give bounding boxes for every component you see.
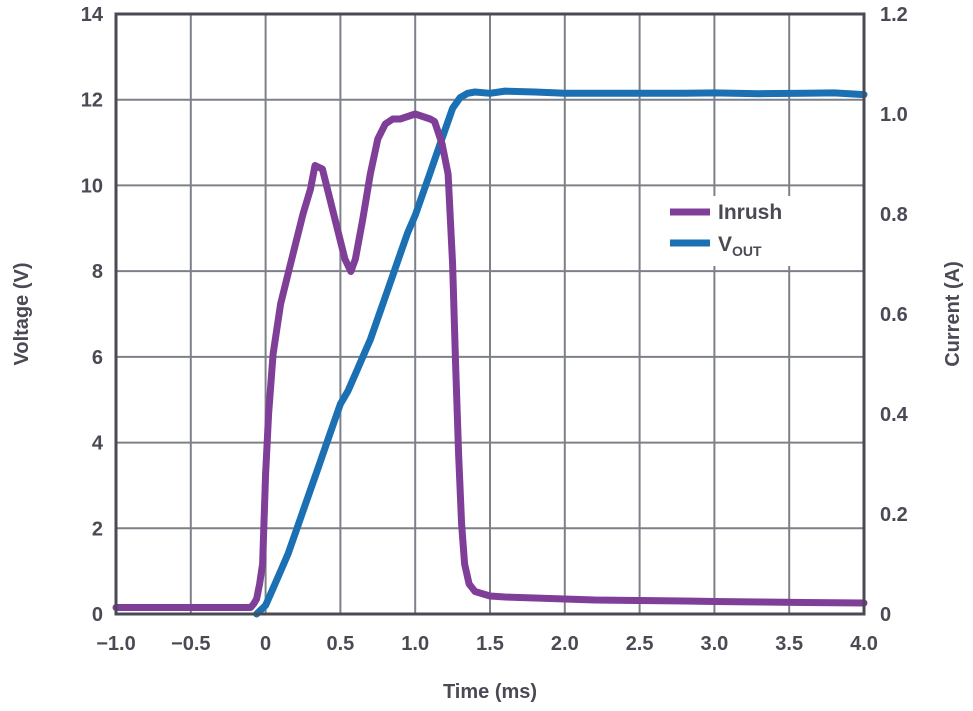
x-tick-label: 2.0 <box>551 633 579 655</box>
x-tick-label: 0 <box>260 633 271 655</box>
series-line-inrush <box>112 110 868 611</box>
legend-label-vout-subscript: OUT <box>732 243 762 259</box>
y-right-tick-label: 1.0 <box>880 104 908 126</box>
x-tick-label: 3.5 <box>775 633 803 655</box>
legend-label-vout-main: V <box>718 233 732 256</box>
y-left-axis-title: Voltage (V) <box>11 263 33 366</box>
y-left-tick-label: 14 <box>81 4 104 26</box>
x-tick-label: 1.5 <box>476 633 504 655</box>
y-right-tick-label: 1.2 <box>880 4 908 26</box>
legend-label-inrush: Inrush <box>718 201 782 224</box>
y-right-tick-label: 0.4 <box>880 404 909 426</box>
x-tick-labels: −1.0 −0.5 0 0.5 1.0 1.5 2.0 2.5 3.0 3.5 4.0 <box>96 633 878 655</box>
x-tick-label: 1.0 <box>401 633 429 655</box>
y-left-tick-label: 6 <box>92 347 103 369</box>
y-left-tick-labels: 0 2 4 6 8 10 12 14 <box>81 4 104 626</box>
y-right-tick-label: 0.8 <box>880 204 908 226</box>
x-tick-label: −0.5 <box>171 633 210 655</box>
y-right-tick-label: 0 <box>880 604 891 626</box>
y-left-tick-label: 12 <box>81 90 103 112</box>
legend: Inrush VOUT <box>664 196 794 266</box>
x-tick-label: 0.5 <box>326 633 354 655</box>
legend-background <box>664 196 794 266</box>
y-left-tick-label: 10 <box>81 175 103 197</box>
y-left-tick-label: 8 <box>92 261 103 283</box>
x-tick-label: 4.0 <box>850 633 878 655</box>
y-right-axis-title: Current (A) <box>942 261 964 367</box>
y-left-tick-label: 0 <box>92 604 103 626</box>
legend-label-vout: VOUT <box>718 233 762 259</box>
y-right-tick-label: 0.2 <box>880 504 908 526</box>
y-left-tick-label: 4 <box>92 433 104 455</box>
series-layer <box>112 87 868 618</box>
x-axis-title: Time (ms) <box>443 681 537 703</box>
y-right-tick-label: 0.6 <box>880 304 908 326</box>
series-line-vout <box>253 87 868 618</box>
plot-frame <box>114 12 866 616</box>
x-tick-label: 3.0 <box>700 633 728 655</box>
x-tick-label: −1.0 <box>96 633 135 655</box>
y-left-tick-label: 2 <box>92 518 103 540</box>
x-tick-label: 2.5 <box>626 633 654 655</box>
gridlines <box>116 14 864 614</box>
y-right-tick-labels: 0 0.2 0.4 0.6 0.8 1.0 1.2 <box>880 4 909 626</box>
